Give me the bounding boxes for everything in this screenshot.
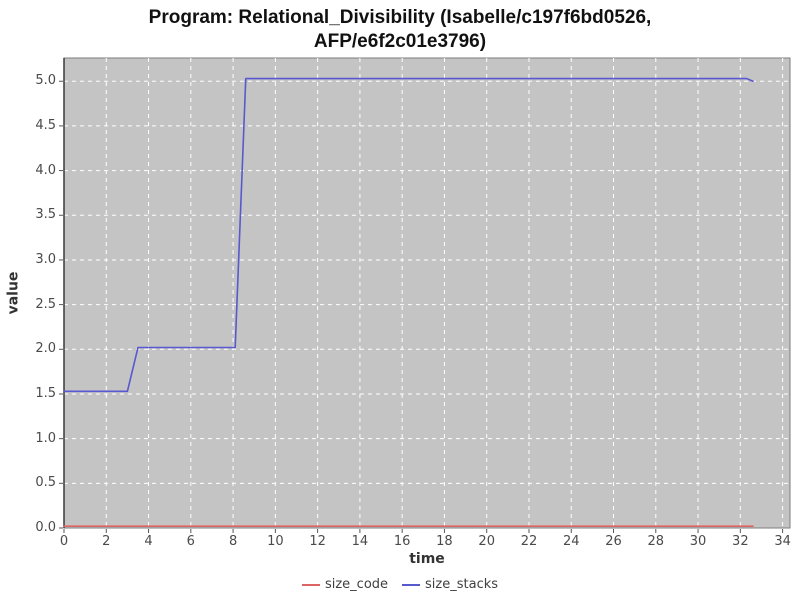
x-tick-label: 34 [774, 534, 791, 549]
x-tick-label: 14 [351, 534, 369, 549]
legend-label-size-code: size_code [324, 577, 389, 592]
x-tick-label: 22 [520, 534, 538, 549]
x-tick-label: 2 [102, 534, 111, 549]
x-tick-label: 10 [267, 534, 284, 549]
legend-item-size-code: size_code [301, 577, 389, 592]
legend-swatch-size-code [301, 583, 320, 586]
x-tick-label: 20 [478, 534, 495, 549]
x-tick-label: 26 [605, 534, 622, 549]
x-tick-label: 32 [732, 534, 749, 549]
y-tick-label: 2.0 [35, 341, 56, 357]
series-line-size_stacks [63, 77, 754, 393]
x-tick-label: 24 [562, 534, 580, 549]
x-tick-label: 4 [144, 534, 153, 549]
y-tick-label: 3.5 [35, 207, 56, 223]
y-tick-label: 3.0 [35, 251, 56, 267]
chart-title-line1: Program: Relational_Divisibility (Isabel… [148, 7, 652, 28]
y-tick-label: 0.0 [35, 520, 56, 535]
y-tick-label: 1.5 [35, 385, 56, 401]
x-tick-label: 18 [436, 534, 453, 549]
plot-background [63, 57, 791, 529]
x-tick-label: 12 [309, 534, 326, 549]
legend-item-size-stacks: size_stacks [402, 577, 498, 592]
legend-swatch-size-stacks [402, 583, 421, 586]
legend-label-size-stacks: size_stacks [425, 577, 499, 592]
y-tick-label: 4.5 [35, 117, 56, 133]
x-tick-label: 0 [59, 534, 69, 549]
x-tick-label: 28 [647, 534, 665, 549]
y-axis-title: value [2, 58, 24, 528]
chart-title-line2: AFP/e6f2c01e3796) [313, 31, 487, 53]
y-tick-label: 0.5 [35, 475, 56, 491]
y-tick-label: 4.0 [35, 162, 56, 178]
x-tick-label: 6 [186, 534, 195, 549]
x-tick-label: 8 [228, 534, 238, 549]
y-axis-title-text: value [5, 271, 21, 315]
chart-title: Program: Relational_Divisibility (Isabel… [0, 6, 800, 55]
x-tick-label: 30 [689, 534, 707, 549]
y-tick-label: 1.0 [35, 430, 56, 446]
y-tick-label: 2.5 [35, 296, 56, 312]
y-tick-label: 5.0 [35, 73, 56, 89]
legend: size_code size_stacks [0, 577, 800, 592]
x-axis-title: time [409, 551, 445, 567]
x-tick-label: 16 [393, 534, 411, 549]
